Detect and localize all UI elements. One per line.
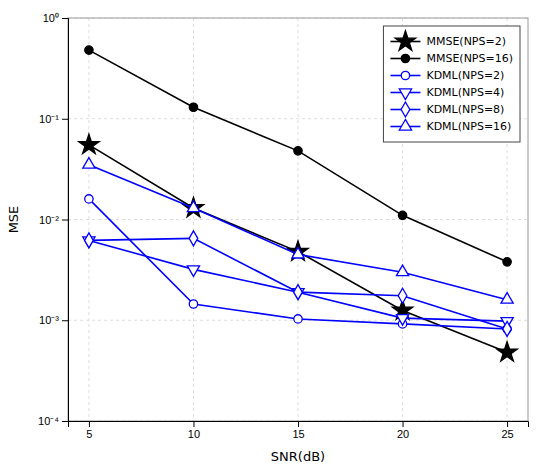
legend-item: KDML(NPS=8) bbox=[390, 102, 504, 117]
x-tick-mark bbox=[193, 421, 194, 427]
series-marker bbox=[396, 265, 408, 276]
legend-label: KDML(NPS=16) bbox=[426, 120, 511, 133]
series-line bbox=[89, 145, 507, 352]
x-tick-mark bbox=[298, 421, 299, 427]
y-tick: 10⁻² bbox=[39, 214, 68, 226]
y-tick-label: 10⁻¹ bbox=[39, 113, 59, 125]
series-marker bbox=[396, 315, 408, 326]
x-tick-label: 25 bbox=[501, 428, 513, 440]
y-tick-label: 10⁻⁴ bbox=[38, 415, 59, 427]
series-marker bbox=[85, 195, 93, 203]
legend-item: MMSE(NPS=16) bbox=[390, 52, 513, 65]
y-tick: 10⁻³ bbox=[39, 314, 68, 326]
series-marker bbox=[183, 197, 203, 216]
x-tick-mark bbox=[89, 421, 90, 427]
y-axis-title: MSE bbox=[6, 206, 21, 234]
series-marker bbox=[294, 147, 302, 155]
x-tick-label: 15 bbox=[292, 428, 304, 440]
marks bbox=[79, 46, 518, 361]
legend-swatch-marker bbox=[399, 119, 411, 130]
legend-item: MMSE(NPS=2) bbox=[390, 31, 506, 50]
legend-label: KDML(NPS=2) bbox=[426, 69, 504, 82]
legend-item: KDML(NPS=16) bbox=[390, 119, 511, 133]
y-axis: 10⁻⁴ 10⁻³ 10⁻² 10⁻¹ 10⁰ bbox=[38, 12, 68, 427]
x-tick-label: 5 bbox=[86, 428, 92, 440]
x-tick: 25 bbox=[501, 421, 513, 440]
y-tick-mark bbox=[62, 220, 68, 221]
legend-swatch-marker bbox=[401, 71, 409, 79]
y-grid-line bbox=[68, 219, 528, 220]
y-tick-mark bbox=[62, 18, 68, 19]
series-marker bbox=[503, 321, 512, 336]
series-marker bbox=[189, 103, 197, 111]
legend-swatch-marker bbox=[401, 102, 410, 117]
y-tick-label: 10⁻³ bbox=[39, 314, 59, 326]
legend-label: MMSE(NPS=16) bbox=[426, 52, 513, 65]
y-tick: 10⁻⁴ bbox=[38, 415, 68, 427]
legend-label: MMSE(NPS=2) bbox=[426, 35, 506, 48]
legend-swatch-marker bbox=[395, 31, 415, 50]
series-marker bbox=[85, 46, 93, 54]
series-marker bbox=[292, 247, 304, 258]
x-tick: 5 bbox=[86, 421, 92, 440]
y-tick-label: 10⁻² bbox=[39, 214, 59, 226]
plot-frame bbox=[68, 18, 528, 421]
x-tick: 20 bbox=[397, 421, 409, 440]
series-marker bbox=[187, 266, 199, 277]
grid bbox=[68, 18, 528, 421]
y-axis-line bbox=[62, 19, 69, 422]
legend-label: KDML(NPS=8) bbox=[426, 103, 504, 116]
x-axis-title: SNR(dB) bbox=[271, 449, 325, 464]
series-line bbox=[89, 50, 507, 262]
series-marker bbox=[79, 134, 99, 153]
series-marker bbox=[503, 258, 511, 266]
series-marker bbox=[187, 201, 199, 212]
series-marker bbox=[497, 342, 517, 361]
series-marker bbox=[83, 158, 95, 169]
series-line bbox=[89, 165, 507, 300]
x-axis: 5 10 15 20 25 bbox=[69, 421, 529, 440]
x-tick-mark bbox=[507, 421, 508, 427]
series-marker bbox=[398, 211, 406, 219]
legend-label: KDML(NPS=4) bbox=[426, 86, 504, 99]
legend-item: KDML(NPS=2) bbox=[390, 69, 504, 82]
y-tick-mark bbox=[62, 320, 68, 321]
series-marker bbox=[501, 293, 513, 304]
x-tick-mark bbox=[403, 421, 404, 427]
legend-swatch-marker bbox=[399, 89, 411, 100]
x-tick-label: 10 bbox=[188, 428, 200, 440]
y-tick-mark bbox=[62, 421, 68, 422]
series-marker bbox=[189, 300, 197, 308]
y-tick-mark bbox=[62, 119, 68, 120]
legend-swatch-marker bbox=[401, 54, 409, 62]
x-tick: 10 bbox=[188, 421, 200, 440]
x-tick: 15 bbox=[292, 421, 304, 440]
y-tick-label: 10⁰ bbox=[43, 12, 59, 24]
plot: 51015202510⁻⁴10⁻³10⁻²10⁻¹10⁰MMSE(NPS=2)M… bbox=[38, 12, 528, 440]
y-tick: 10⁻¹ bbox=[39, 113, 68, 125]
series-marker bbox=[294, 285, 303, 300]
y-tick: 10⁰ bbox=[43, 12, 68, 24]
x-axis-line bbox=[69, 422, 529, 428]
series-marker bbox=[294, 315, 302, 323]
legend-item: KDML(NPS=4) bbox=[390, 86, 504, 99]
chart: 51015202510⁻⁴10⁻³10⁻²10⁻¹10⁰MMSE(NPS=2)M… bbox=[0, 0, 550, 473]
x-grid-line bbox=[193, 18, 194, 421]
series-marker bbox=[398, 288, 407, 303]
series-marker bbox=[85, 233, 94, 248]
legend-frame bbox=[383, 26, 520, 142]
legend: MMSE(NPS=2) MMSE(NPS=16) KDML(NPS=2) KDML(N… bbox=[383, 26, 520, 142]
series-line bbox=[89, 199, 507, 329]
x-tick-label: 20 bbox=[397, 428, 409, 440]
series-marker bbox=[189, 231, 198, 246]
